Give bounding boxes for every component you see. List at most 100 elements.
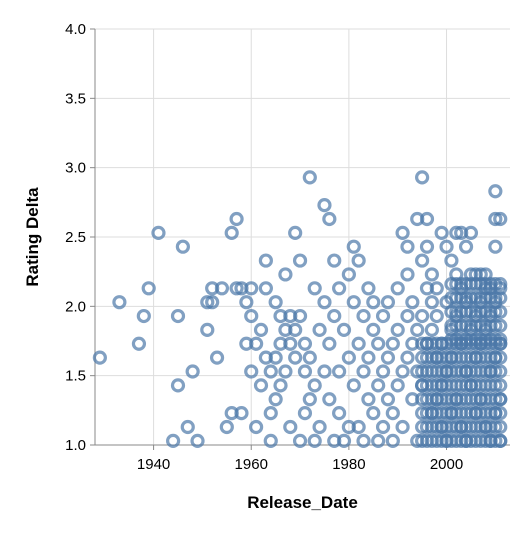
data-point [361, 392, 376, 407]
data-point [454, 419, 469, 435]
tick-labels: 1940 1960 1980 2000 1.0 1.5 2.0 2.5 3.0 3.5 4.0 [65, 21, 463, 473]
data-point [263, 364, 278, 379]
data-point [244, 281, 259, 296]
data-point [361, 281, 376, 296]
data-point [410, 322, 425, 338]
data-point [419, 336, 435, 351]
data-point [283, 336, 298, 351]
data-point [312, 322, 327, 338]
data-point [463, 378, 479, 393]
data-point [468, 350, 483, 365]
data-point [288, 225, 303, 240]
data-point [444, 406, 459, 421]
data-point [493, 392, 508, 407]
data-point [493, 336, 508, 351]
data-point [292, 253, 308, 268]
data-point [112, 295, 127, 310]
data-point [449, 225, 464, 240]
data-point [341, 267, 356, 282]
data-point [244, 308, 259, 324]
data-point [351, 336, 366, 351]
data-point [131, 336, 147, 351]
data-point [478, 267, 493, 282]
data-point [468, 308, 483, 324]
data-point [288, 350, 303, 365]
data-point [458, 295, 474, 310]
data-point [444, 253, 459, 268]
data-point [488, 364, 503, 379]
data-point [297, 364, 313, 379]
y-tick-label: 2.0 [65, 298, 86, 315]
data-point [458, 239, 474, 254]
data-point [478, 419, 493, 435]
data-point [229, 281, 244, 296]
data-point [454, 336, 469, 351]
data-point [488, 350, 503, 365]
data-point [302, 170, 317, 185]
data-point [356, 308, 371, 324]
data-point [483, 308, 498, 324]
data-point [312, 419, 327, 435]
data-point [180, 419, 195, 435]
data-point [400, 308, 415, 324]
y-tick-label: 1.5 [65, 368, 86, 385]
data-point [488, 433, 503, 448]
data-point [478, 281, 493, 296]
data-points [92, 170, 508, 448]
data-point [419, 211, 435, 227]
data-point [390, 378, 405, 393]
data-point [366, 322, 381, 338]
data-point [463, 225, 479, 240]
data-point [175, 239, 190, 254]
y-tick-label: 2.5 [65, 229, 86, 246]
data-point [395, 364, 410, 379]
data-point [297, 406, 313, 421]
data-point [458, 364, 474, 379]
data-point [371, 378, 386, 393]
data-point [424, 322, 439, 338]
data-point [434, 419, 449, 435]
data-point [288, 322, 303, 338]
data-point [371, 433, 386, 448]
data-point [322, 336, 337, 351]
data-point [200, 322, 215, 338]
data-point [278, 267, 293, 282]
data-point [380, 392, 396, 407]
data-point [253, 322, 269, 338]
data-point [493, 350, 508, 365]
data-point [92, 350, 107, 365]
data-point [249, 419, 264, 435]
x-tick-label: 1980 [332, 456, 365, 473]
data-point [429, 350, 444, 365]
data-point [493, 419, 508, 435]
data-point [439, 433, 454, 448]
data-point [307, 433, 322, 448]
y-tick-label: 4.0 [65, 21, 86, 38]
data-point [493, 281, 508, 296]
data-point [493, 433, 508, 448]
data-point [493, 211, 508, 227]
data-point [390, 281, 405, 296]
data-point [415, 170, 430, 185]
data-point [200, 295, 215, 310]
data-point [439, 295, 454, 310]
data-point [141, 281, 156, 296]
data-point [302, 392, 317, 407]
data-point [258, 253, 273, 268]
data-point [234, 406, 249, 421]
data-point [244, 364, 259, 379]
y-tick-label: 1.0 [65, 437, 86, 454]
data-point [332, 364, 347, 379]
data-point [380, 350, 396, 365]
data-point [385, 406, 400, 421]
data-point [268, 392, 283, 407]
data-point [375, 419, 391, 435]
data-point [385, 336, 400, 351]
data-point [366, 406, 381, 421]
data-point [395, 419, 410, 435]
data-point [322, 211, 337, 227]
data-point [297, 336, 313, 351]
data-point [424, 295, 439, 310]
data-point [292, 433, 308, 448]
